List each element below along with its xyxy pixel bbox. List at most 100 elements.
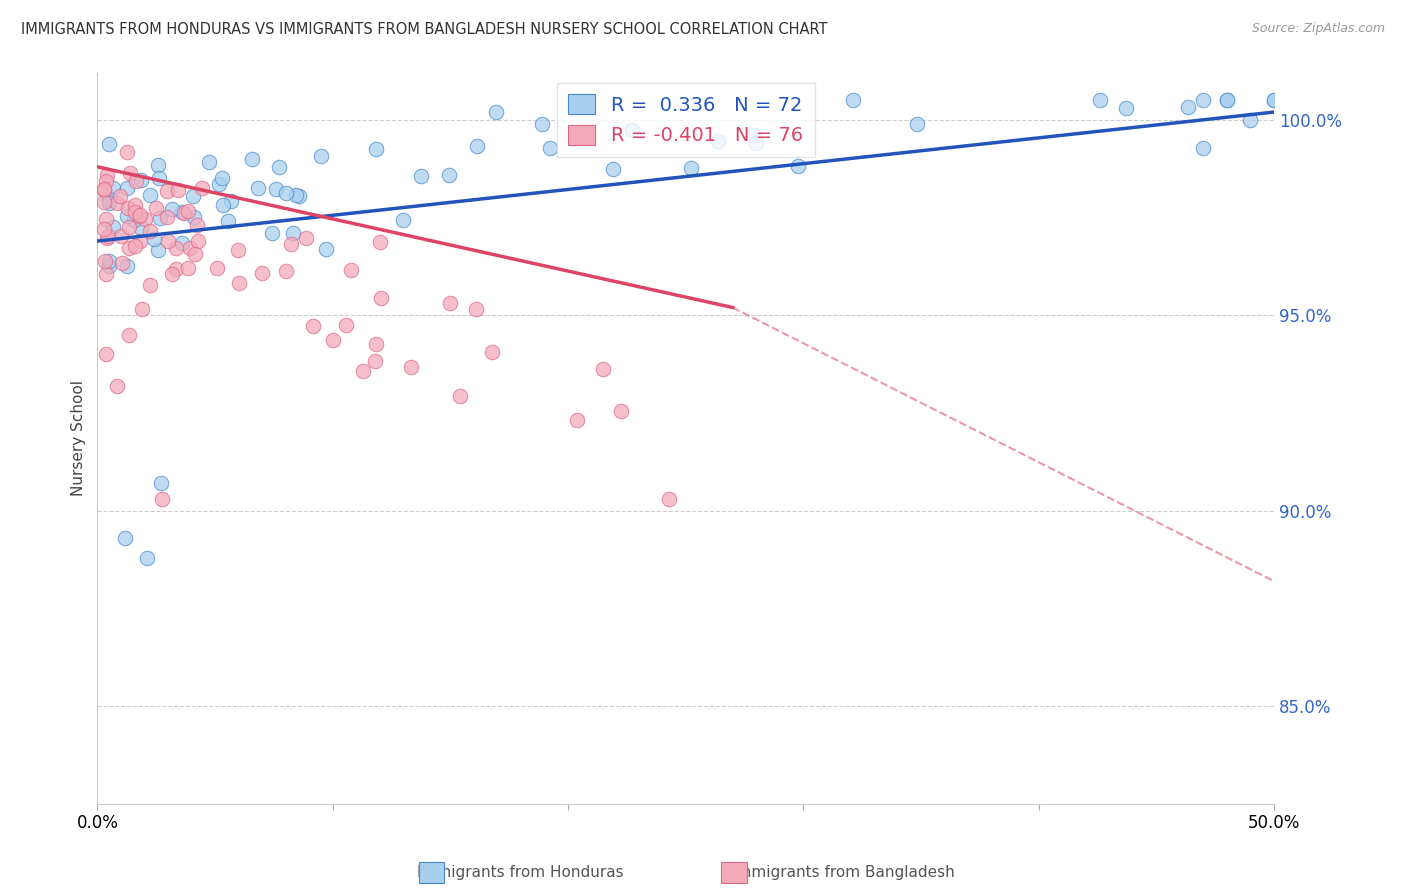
Point bbox=[128, 209, 150, 223]
Point bbox=[117, 201, 139, 215]
Point bbox=[149, 211, 172, 225]
Point bbox=[170, 236, 193, 251]
Point bbox=[96, 231, 118, 245]
Point bbox=[269, 160, 291, 174]
Point bbox=[1192, 141, 1215, 155]
Point bbox=[124, 198, 146, 212]
Point bbox=[98, 192, 121, 206]
Point bbox=[139, 187, 162, 202]
Point bbox=[179, 241, 201, 255]
Point bbox=[111, 255, 134, 269]
Point bbox=[905, 117, 928, 131]
Point bbox=[155, 184, 177, 198]
Point bbox=[139, 277, 162, 292]
Point bbox=[129, 234, 152, 248]
Point bbox=[592, 362, 614, 376]
Point bbox=[181, 188, 204, 202]
Point bbox=[364, 336, 387, 351]
Point bbox=[205, 261, 228, 276]
Point bbox=[742, 128, 765, 142]
Point bbox=[745, 136, 768, 150]
Point bbox=[143, 232, 166, 246]
Point bbox=[157, 234, 180, 248]
Point bbox=[105, 378, 128, 392]
Point bbox=[173, 206, 195, 220]
Point bbox=[392, 213, 415, 227]
Point bbox=[264, 182, 287, 196]
Point bbox=[118, 219, 141, 234]
Point bbox=[94, 254, 117, 268]
Point bbox=[208, 178, 231, 192]
Text: Source: ZipAtlas.com: Source: ZipAtlas.com bbox=[1251, 22, 1385, 36]
Point bbox=[125, 174, 148, 188]
Point bbox=[274, 264, 297, 278]
Point bbox=[98, 193, 121, 207]
Point bbox=[219, 194, 242, 208]
Point bbox=[1216, 93, 1239, 107]
Point bbox=[787, 159, 810, 173]
Point bbox=[280, 237, 302, 252]
Point bbox=[679, 161, 702, 175]
Point bbox=[96, 174, 118, 188]
Point bbox=[110, 229, 132, 244]
Point bbox=[212, 198, 235, 212]
Point bbox=[105, 196, 128, 211]
Point bbox=[134, 211, 156, 226]
Point bbox=[352, 364, 374, 378]
Point bbox=[165, 241, 187, 255]
Point bbox=[101, 219, 124, 234]
Point bbox=[146, 158, 169, 172]
Point bbox=[96, 347, 118, 361]
Text: IMMIGRANTS FROM HONDURAS VS IMMIGRANTS FROM BANGLADESH NURSERY SCHOOL CORRELATIO: IMMIGRANTS FROM HONDURAS VS IMMIGRANTS F… bbox=[21, 22, 828, 37]
Point bbox=[115, 210, 138, 224]
Point bbox=[150, 476, 173, 491]
Point bbox=[160, 267, 183, 281]
Point bbox=[198, 155, 221, 169]
Point bbox=[98, 196, 121, 211]
Point bbox=[288, 188, 311, 202]
Point bbox=[1192, 93, 1215, 107]
Point bbox=[1216, 93, 1239, 107]
Point bbox=[281, 227, 304, 241]
Point bbox=[98, 254, 121, 268]
Text: Immigrants from Bangladesh: Immigrants from Bangladesh bbox=[733, 865, 955, 880]
Point bbox=[139, 223, 162, 237]
Point bbox=[295, 231, 318, 245]
Point bbox=[148, 170, 170, 185]
Point bbox=[1115, 101, 1137, 115]
Text: Immigrants from Honduras: Immigrants from Honduras bbox=[418, 865, 623, 880]
Point bbox=[177, 260, 200, 275]
Point bbox=[228, 276, 250, 290]
Point bbox=[124, 239, 146, 253]
Point bbox=[247, 180, 270, 194]
Point bbox=[145, 201, 167, 215]
Point bbox=[364, 142, 387, 156]
Point bbox=[658, 491, 681, 506]
Point bbox=[131, 301, 153, 316]
Point bbox=[93, 195, 115, 210]
Point bbox=[217, 213, 239, 227]
Point bbox=[129, 173, 152, 187]
Point bbox=[187, 234, 209, 248]
Point bbox=[449, 389, 471, 403]
Point bbox=[93, 182, 115, 196]
Point bbox=[226, 243, 249, 257]
Point bbox=[129, 208, 152, 222]
Point bbox=[437, 168, 460, 182]
Point bbox=[170, 204, 193, 219]
Point bbox=[211, 170, 233, 185]
Point bbox=[411, 169, 433, 183]
Point bbox=[467, 138, 489, 153]
Point bbox=[118, 327, 141, 342]
Legend: R =  0.336   N = 72, R = -0.401   N = 76: R = 0.336 N = 72, R = -0.401 N = 76 bbox=[557, 83, 814, 157]
Point bbox=[841, 93, 863, 107]
Point bbox=[1263, 93, 1285, 107]
Point bbox=[177, 204, 200, 219]
Point bbox=[129, 221, 152, 235]
Point bbox=[156, 210, 179, 224]
Point bbox=[538, 141, 561, 155]
Point bbox=[103, 181, 125, 195]
Point bbox=[1239, 113, 1261, 128]
Point bbox=[97, 228, 120, 243]
Point bbox=[118, 166, 141, 180]
